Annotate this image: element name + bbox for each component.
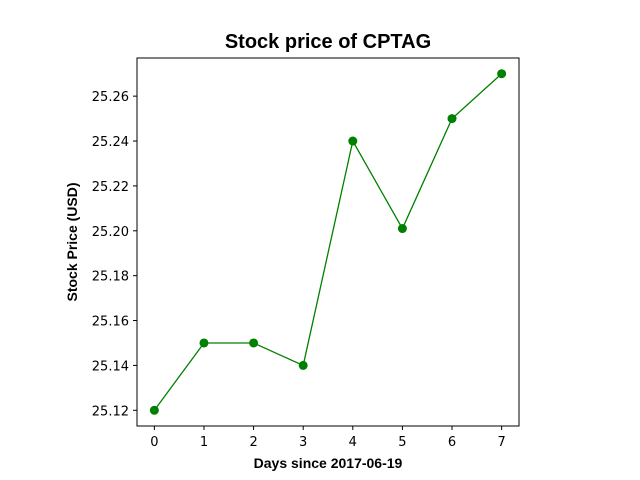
- x-axis-label: Days since 2017-06-19: [254, 455, 403, 471]
- data-point: [348, 136, 358, 146]
- chart-title: Stock price of CPTAG: [225, 31, 431, 53]
- y-tick-label: 25.26: [92, 90, 129, 105]
- data-point: [298, 360, 308, 370]
- data-point: [199, 338, 209, 348]
- y-tick-label: 25.18: [92, 270, 129, 285]
- y-tick-label: 25.22: [92, 180, 129, 195]
- x-axis: 0 1 2 3 4 5 6 7: [150, 426, 506, 450]
- x-tick-label: 4: [349, 435, 357, 450]
- x-tick-label: 2: [249, 435, 257, 450]
- y-tick-label: 25.12: [92, 404, 129, 419]
- y-tick-label: 25.16: [92, 315, 129, 330]
- x-tick-label: 7: [497, 435, 505, 450]
- data-point: [249, 338, 259, 348]
- y-tick-label: 25.24: [92, 135, 129, 150]
- x-tick-label: 3: [299, 435, 307, 450]
- y-axis: 25.12 25.14 25.16 25.18 25.20 25.22 25.24 25.26: [92, 90, 137, 419]
- x-tick-label: 5: [398, 435, 406, 450]
- data-point: [497, 69, 507, 79]
- y-tick-label: 25.20: [92, 225, 129, 240]
- data-point: [149, 405, 159, 415]
- y-axis-label: Stock Price (USD): [64, 182, 80, 301]
- data-point: [397, 224, 407, 234]
- x-tick-label: 6: [448, 435, 456, 450]
- data-point: [447, 114, 457, 124]
- y-tick-label: 25.14: [92, 359, 129, 374]
- series-layer: [149, 69, 507, 415]
- x-tick-label: 0: [150, 435, 158, 450]
- plot-frame: [136, 57, 520, 427]
- x-tick-label: 1: [200, 435, 208, 450]
- series-line: [153, 73, 503, 411]
